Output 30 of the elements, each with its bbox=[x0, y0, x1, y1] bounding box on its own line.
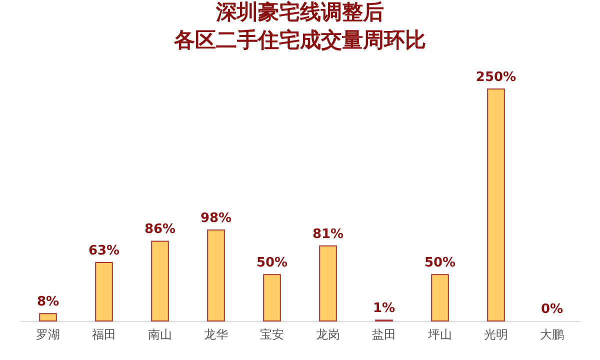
data-label: 86% bbox=[144, 222, 176, 238]
x-tick-label: 福田 bbox=[92, 328, 116, 342]
x-tick-label: 罗湖 bbox=[36, 328, 60, 342]
bar bbox=[263, 274, 281, 322]
x-tick-label: 宝安 bbox=[260, 328, 284, 342]
data-label: 81% bbox=[312, 226, 344, 242]
x-tick-label: 坪山 bbox=[427, 328, 452, 342]
x-tick-label: 光明 bbox=[484, 328, 508, 342]
data-label: 1% bbox=[372, 301, 396, 316]
data-label: 50% bbox=[256, 256, 288, 271]
bar bbox=[39, 313, 57, 322]
bar bbox=[151, 240, 169, 322]
bar bbox=[95, 262, 113, 322]
data-label: 63% bbox=[88, 244, 120, 259]
text: 各区二手住宅成交量周环比 bbox=[174, 28, 426, 52]
data-label: 8% bbox=[36, 294, 60, 310]
bar bbox=[487, 88, 505, 322]
data-label: 0% bbox=[540, 302, 564, 317]
data-label: 250% bbox=[476, 70, 516, 85]
x-tick-label: 龙华 bbox=[204, 328, 228, 342]
x-tick-label: 龙岗 bbox=[316, 328, 340, 342]
bar bbox=[431, 274, 449, 322]
data-label: 98% bbox=[200, 211, 232, 226]
data-label: 50% bbox=[424, 256, 456, 271]
bar bbox=[319, 245, 337, 322]
x-tick-label: 盐田 bbox=[372, 328, 396, 342]
x-tick-label: 南山 bbox=[148, 328, 172, 342]
text: 深圳豪宅线调整后 bbox=[216, 0, 384, 24]
bar bbox=[207, 230, 225, 322]
x-tick-label: 大鹏 bbox=[540, 328, 564, 342]
